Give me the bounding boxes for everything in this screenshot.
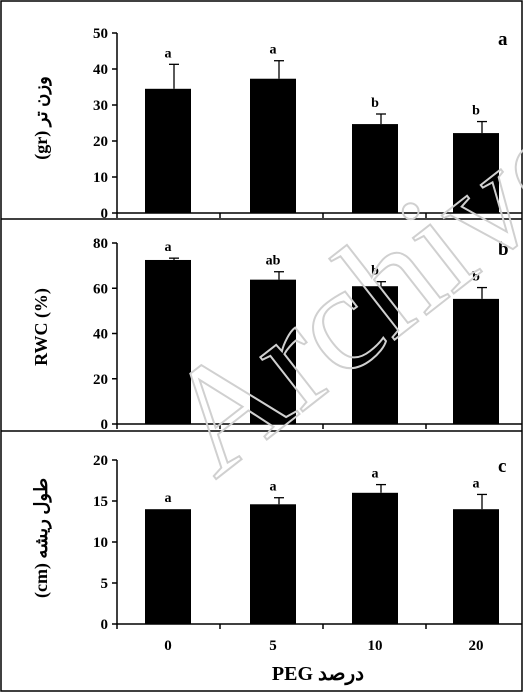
x-tick-label: 0 <box>164 638 172 654</box>
x-tick-label: 5 <box>269 638 277 654</box>
x-tick-label: 10 <box>368 638 383 654</box>
y-tick-label: 0 <box>101 617 109 633</box>
bar <box>352 492 398 624</box>
y-tick-label: 10 <box>93 535 108 551</box>
bar <box>453 133 499 213</box>
x-tick-label: 20 <box>469 638 484 654</box>
panel-label: b <box>498 239 509 260</box>
bar <box>453 298 499 424</box>
y-tick-label: 50 <box>93 26 108 42</box>
y-tick-label: 60 <box>93 281 108 297</box>
y-tick-label: 30 <box>93 98 108 114</box>
y-tick-label: 20 <box>93 372 108 388</box>
y-tick-label: 20 <box>93 134 108 150</box>
significance-letter: a <box>165 491 172 506</box>
significance-letter: a <box>270 480 277 495</box>
significance-letter: b <box>371 264 379 279</box>
significance-letter: a <box>473 476 480 491</box>
y-axis-label-a: وزن تر (gr) <box>31 76 52 160</box>
y-tick-label: 40 <box>93 327 108 343</box>
significance-letter: a <box>270 43 277 58</box>
bar <box>250 78 296 213</box>
panel-label: c <box>498 456 506 477</box>
x-axis-label: درصد PEG <box>272 663 364 686</box>
bar <box>453 509 499 624</box>
y-tick-label: 0 <box>101 417 109 433</box>
panel-b: 0 20 40 60 80 a ab b b b <box>93 236 522 433</box>
y-tick-label: 20 <box>93 453 108 469</box>
panel-label: a <box>498 29 508 50</box>
significance-letter: a <box>165 240 172 255</box>
watermark: Archive <box>133 78 523 506</box>
bar <box>352 124 398 213</box>
significance-letter: a <box>165 46 172 61</box>
y-tick-label: 0 <box>101 206 109 222</box>
panel-c: 0 5 10 15 20 a a a a c <box>93 453 522 633</box>
bar <box>352 286 398 424</box>
y-axis-label-c: طول ریشه (cm) <box>31 478 52 598</box>
significance-letter: ab <box>266 254 281 269</box>
y-axis-label-b: RWC (%) <box>31 288 52 366</box>
y-tick-label: 15 <box>93 494 108 510</box>
bar <box>145 88 191 213</box>
y-tick-label: 5 <box>101 576 109 592</box>
bar <box>145 509 191 624</box>
significance-letter: b <box>472 270 480 285</box>
y-tick-label: 40 <box>93 62 108 78</box>
bar <box>145 259 191 424</box>
significance-letter: b <box>371 96 379 111</box>
x-tick-labels: 0 5 10 20 <box>164 638 483 654</box>
significance-letter: a <box>372 467 379 482</box>
bar <box>250 504 296 624</box>
y-tick-label: 80 <box>93 236 108 252</box>
significance-letter: b <box>472 104 480 119</box>
y-tick-label: 10 <box>93 170 108 186</box>
bar <box>250 279 296 424</box>
panel-a: 0 10 20 30 40 50 a a b b a <box>93 26 522 222</box>
